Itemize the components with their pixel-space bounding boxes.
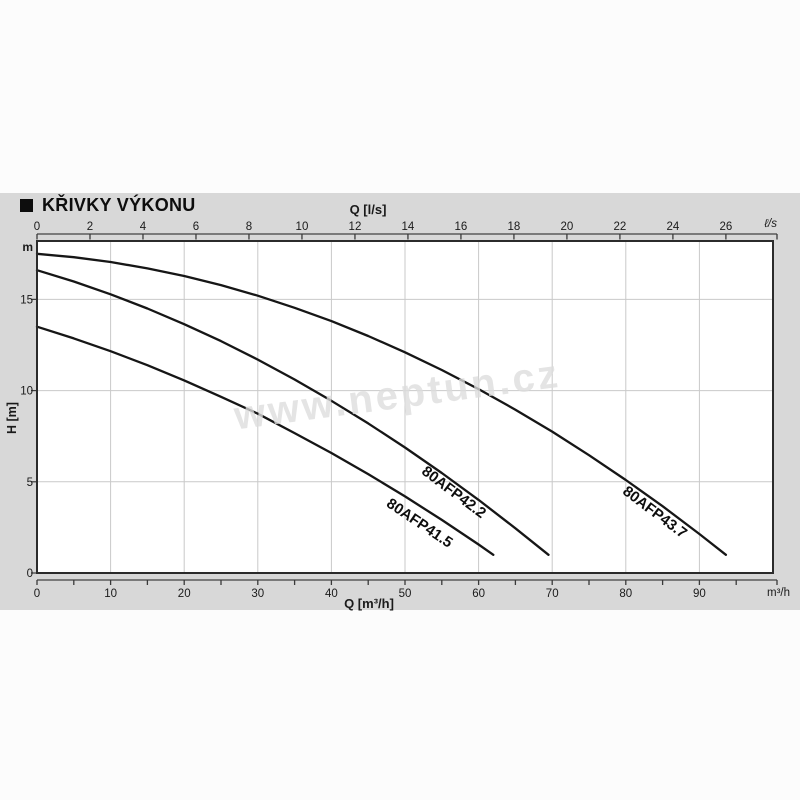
bottom-axis-tick-label: 60	[472, 588, 485, 600]
top-axis-tick-label: 16	[455, 221, 468, 233]
top-axis-tick-label: 0	[34, 221, 40, 233]
top-axis-tick-label: 8	[246, 221, 252, 233]
top-axis-tick-label: 14	[402, 221, 415, 233]
top-axis-tick-label: 6	[193, 221, 199, 233]
plot-frame	[36, 240, 774, 574]
curve-80AFP43.7	[35, 252, 728, 556]
top-axis-tick-label: 26	[719, 221, 732, 233]
top-axis-tick-label: 4	[140, 221, 147, 233]
y-axis-tick-label: 10	[20, 386, 33, 398]
y-axis-label: H [m]	[5, 402, 19, 434]
bottom-axis-label: Q [m³/h]	[344, 596, 394, 611]
top-axis-tick-label: 18	[508, 221, 521, 233]
bottom-axis-tick-label: 90	[693, 588, 706, 600]
bottom-axis-tick-label: 80	[619, 588, 632, 600]
bottom-axis-tick-label: 10	[104, 588, 117, 600]
title-bullet-square-icon	[20, 199, 33, 212]
top-axis-unit-label: ℓ/s	[763, 218, 777, 230]
y-axis-tick-label: 15	[20, 294, 33, 306]
curve-80AFP41.5	[35, 325, 495, 556]
y-axis-tick-label: 0	[27, 568, 33, 580]
bottom-axis-tick-label: 50	[399, 588, 412, 600]
top-axis-tick-label: 24	[667, 221, 680, 233]
bottom-axis-tick-label: 0	[34, 588, 40, 600]
y-axis-unit-label: m	[22, 240, 33, 254]
page-title: KŘIVKY VÝKONU	[42, 195, 196, 215]
top-axis-tick-label: 2	[87, 221, 93, 233]
top-axis-tick-label: 10	[296, 221, 309, 233]
top-axis-tick-label: 12	[349, 221, 362, 233]
top-axis-tick-label: 20	[561, 221, 574, 233]
top-axis-tick-label: 22	[614, 221, 627, 233]
bottom-axis-tick-label: 30	[251, 588, 264, 600]
bottom-axis-tick-label: 70	[546, 588, 559, 600]
bottom-axis-tick-label: 20	[178, 588, 191, 600]
chart-title: KŘIVKY VÝKONU	[20, 195, 196, 216]
top-axis-label: Q [l/s]	[350, 202, 387, 217]
bottom-axis-unit-label: m³/h	[767, 587, 790, 599]
curve-80AFP42.2	[35, 269, 550, 556]
y-axis-tick-label: 5	[27, 477, 33, 489]
bottom-axis-tick-label: 40	[325, 588, 338, 600]
